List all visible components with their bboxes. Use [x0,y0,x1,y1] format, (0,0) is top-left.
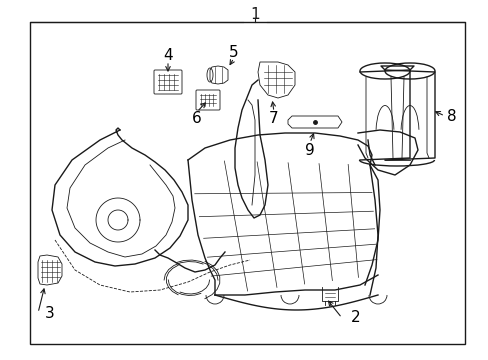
Text: 9: 9 [305,143,314,158]
Text: 1: 1 [250,6,259,22]
Text: 3: 3 [45,306,55,320]
Polygon shape [258,62,294,98]
Polygon shape [287,116,341,128]
Bar [30,22,464,344]
Text: 7: 7 [268,111,278,126]
Text: 2: 2 [350,310,360,325]
Polygon shape [38,255,62,285]
Text: 5: 5 [229,45,238,59]
Text: 4: 4 [163,48,172,63]
Polygon shape [209,66,227,84]
Text: 6: 6 [192,111,202,126]
Text: 8: 8 [446,108,456,123]
